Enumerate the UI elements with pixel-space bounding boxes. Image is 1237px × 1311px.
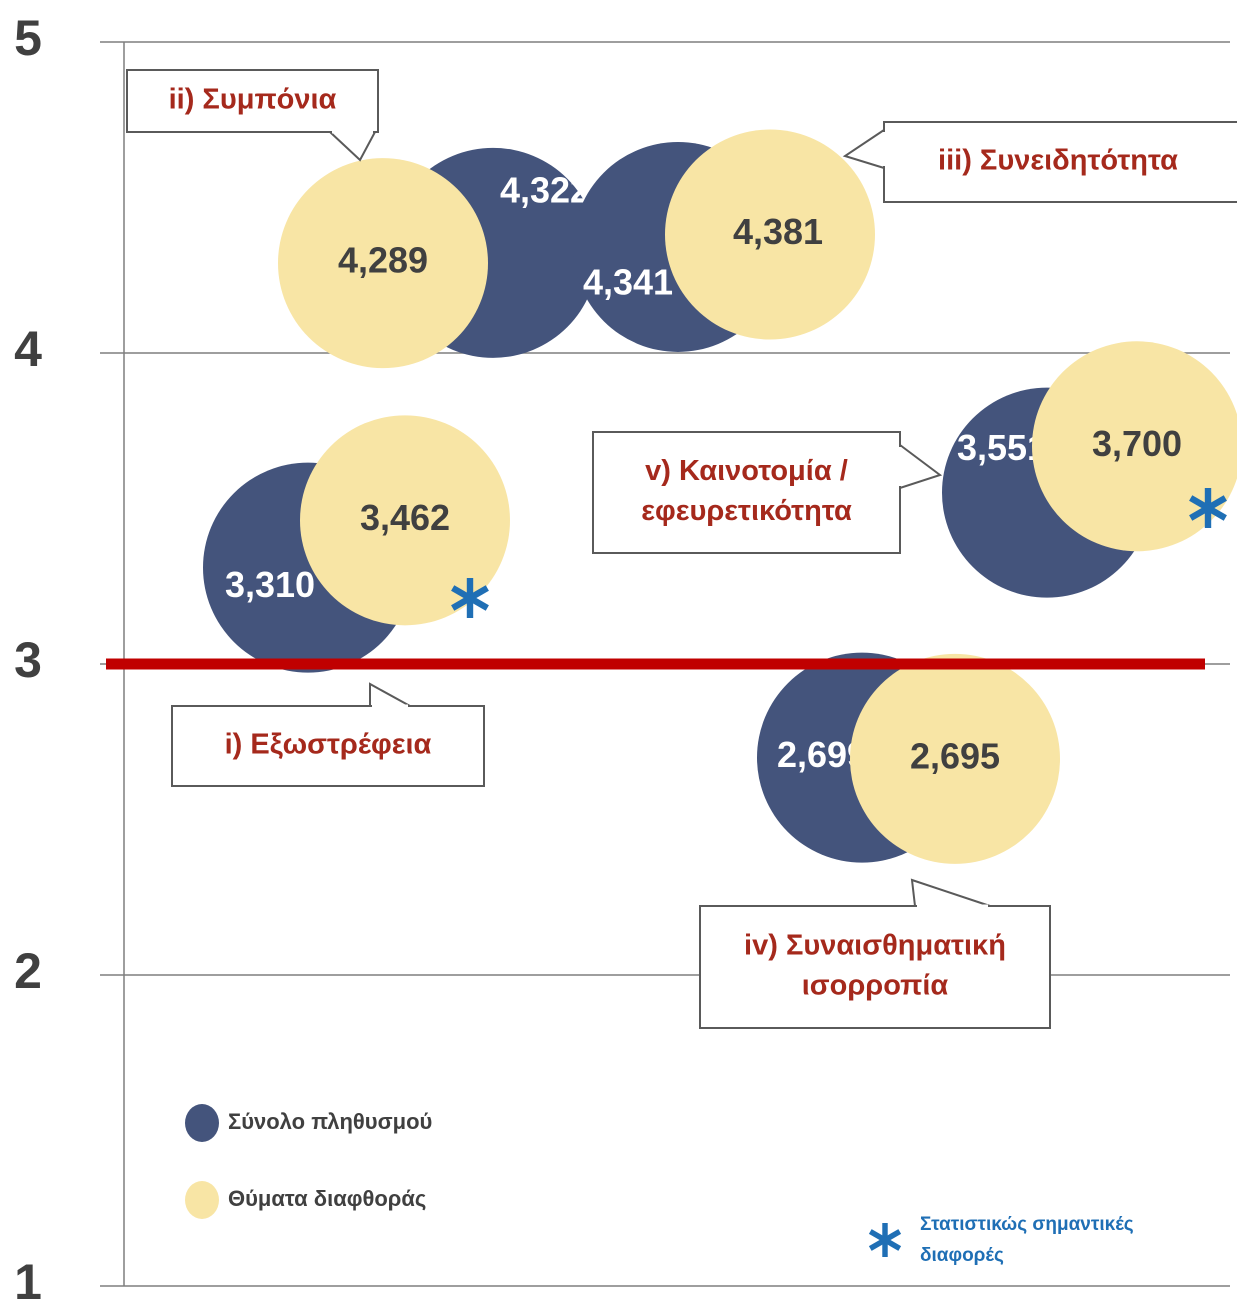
value-label: 4,381 bbox=[733, 211, 823, 252]
value-label: 3,310 bbox=[225, 564, 315, 605]
star-stroke bbox=[1189, 495, 1227, 521]
category-label: iv) Συναισθηματική bbox=[744, 930, 1006, 962]
bubble bbox=[850, 653, 1060, 864]
significance-star bbox=[1189, 488, 1227, 528]
category-label: ii) Συμπόνια bbox=[169, 84, 337, 116]
callout-pointer bbox=[899, 443, 943, 490]
callout-box bbox=[171, 705, 485, 787]
value-label: 3,700 bbox=[1092, 423, 1182, 464]
category-label: ισορροπία bbox=[802, 970, 949, 1002]
y-tick-label: 3 bbox=[14, 632, 42, 688]
legend-swatch bbox=[185, 1104, 219, 1142]
star-stroke bbox=[868, 1229, 902, 1251]
value-label: 3,462 bbox=[360, 497, 450, 538]
callout-pointer bbox=[369, 682, 411, 707]
y-tick-label: 4 bbox=[14, 321, 42, 377]
value-label: 4,289 bbox=[338, 240, 428, 281]
legend-swatch bbox=[185, 1181, 219, 1219]
y-tick-label: 1 bbox=[14, 1254, 42, 1310]
category-label: v) Καινοτομία / bbox=[645, 455, 848, 487]
category-label: i) Εξωστρέφεια bbox=[225, 729, 432, 761]
significance-legend: Στατιστικώς σημαντικές bbox=[920, 1214, 1134, 1235]
callout-box bbox=[126, 69, 379, 133]
y-tick-label: 2 bbox=[14, 943, 42, 999]
significance-legend: διαφορές bbox=[920, 1245, 1004, 1266]
value-label: 4,341 bbox=[583, 261, 673, 302]
significance-star bbox=[451, 578, 489, 618]
value-label: 2,695 bbox=[910, 735, 1000, 776]
legend-label: Θύματα διαφθοράς bbox=[228, 1186, 426, 1211]
bubble bbox=[1032, 341, 1237, 552]
legend-star bbox=[868, 1223, 902, 1257]
callout-pointer bbox=[327, 131, 377, 162]
bubble bbox=[300, 415, 510, 626]
bubble bbox=[665, 129, 875, 340]
bubble bbox=[278, 158, 488, 369]
star-stroke bbox=[451, 585, 489, 611]
category-label: εφευρετικότητα bbox=[641, 495, 852, 527]
legend-label: Σύνολο πληθυσμού bbox=[228, 1109, 432, 1134]
callout-box bbox=[699, 905, 1051, 1029]
callout-pointer bbox=[910, 878, 991, 907]
value-label: 4,322 bbox=[500, 169, 590, 210]
y-tick-label: 5 bbox=[14, 10, 42, 66]
category-label: iii) Συνειδητότητα bbox=[938, 145, 1178, 177]
callout-pointer bbox=[842, 128, 885, 170]
callout-box bbox=[592, 431, 901, 554]
